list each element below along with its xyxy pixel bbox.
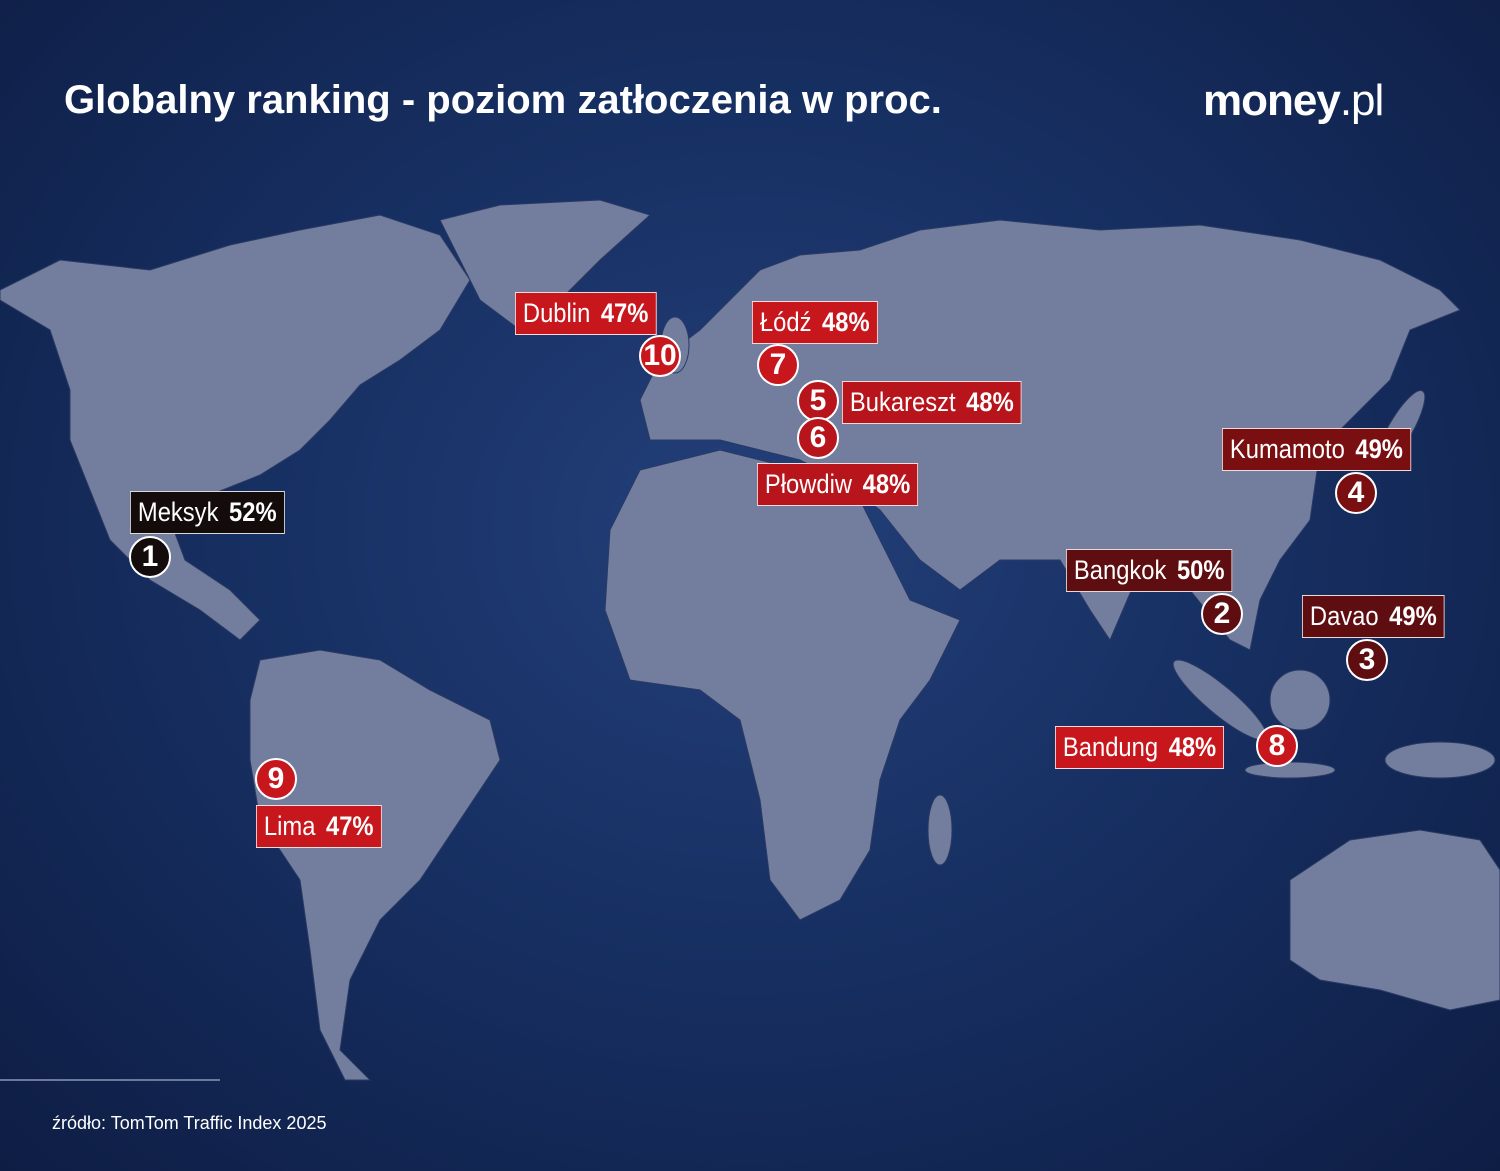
rank-badge: 9 — [255, 758, 297, 800]
south-america — [249, 649, 501, 1081]
logo-suffix: .pl — [1339, 76, 1384, 125]
city-value: 48% — [862, 469, 911, 499]
rank-badge: 4 — [1335, 472, 1377, 514]
rank-badge: 2 — [1201, 593, 1243, 635]
rank-badge: 5 — [797, 380, 839, 422]
rank-badge: 8 — [1256, 725, 1298, 767]
city-name: Kumamoto — [1229, 434, 1345, 464]
rank-badge: 1 — [129, 536, 171, 578]
city-value: 52% — [229, 497, 277, 527]
city-label: Meksyk 52% — [130, 491, 285, 534]
city-value: 47% — [600, 298, 649, 328]
city-value: 49% — [1389, 601, 1437, 631]
city-label: Bandung 48% — [1055, 726, 1225, 769]
source: źródło: TomTom Traffic Index 2025 — [52, 1113, 327, 1133]
rank-badge: 3 — [1346, 639, 1388, 681]
city-name: Bangkok — [1073, 555, 1167, 585]
city-name: Bandung — [1062, 732, 1159, 762]
title: Globalny ranking - poziom zatłoczenia w … — [64, 78, 942, 122]
city-label: Bangkok 50% — [1066, 549, 1233, 592]
java — [1244, 761, 1336, 779]
city-value: 48% — [966, 387, 1014, 417]
city-label: Łódź 48% — [752, 301, 878, 344]
city-name: Płowdiw — [764, 469, 853, 499]
city-value: 48% — [1168, 732, 1217, 762]
city-name: Bukareszt — [849, 387, 956, 417]
logo: money.pl — [1203, 76, 1384, 126]
city-name: Meksyk — [137, 497, 219, 527]
city-label: Dublin 47% — [515, 292, 657, 335]
greenland — [439, 199, 651, 331]
city-value: 49% — [1355, 434, 1403, 464]
madagascar — [927, 794, 953, 866]
city-label: Lima 47% — [256, 805, 382, 848]
city-name: Lima — [263, 811, 316, 841]
city-label: Bukareszt 48% — [842, 381, 1022, 424]
city-name: Davao — [1309, 601, 1379, 631]
borneo — [1269, 669, 1331, 731]
rank-badge: 10 — [639, 335, 681, 377]
city-label: Kumamoto 49% — [1222, 428, 1411, 471]
city-name: Dublin — [522, 298, 591, 328]
logo-main: money — [1203, 76, 1341, 125]
city-value: 47% — [325, 811, 374, 841]
city-value: 50% — [1176, 555, 1225, 585]
rank-badge: 7 — [757, 344, 799, 386]
city-value: 48% — [822, 307, 870, 337]
city-label: Płowdiw 48% — [757, 463, 919, 506]
north-america — [0, 214, 471, 641]
rank-badge: 6 — [797, 417, 839, 459]
australia — [1289, 829, 1500, 1011]
city-label: Davao 49% — [1302, 595, 1445, 638]
city-name: Łódź — [759, 307, 812, 337]
new-guinea — [1384, 741, 1496, 779]
